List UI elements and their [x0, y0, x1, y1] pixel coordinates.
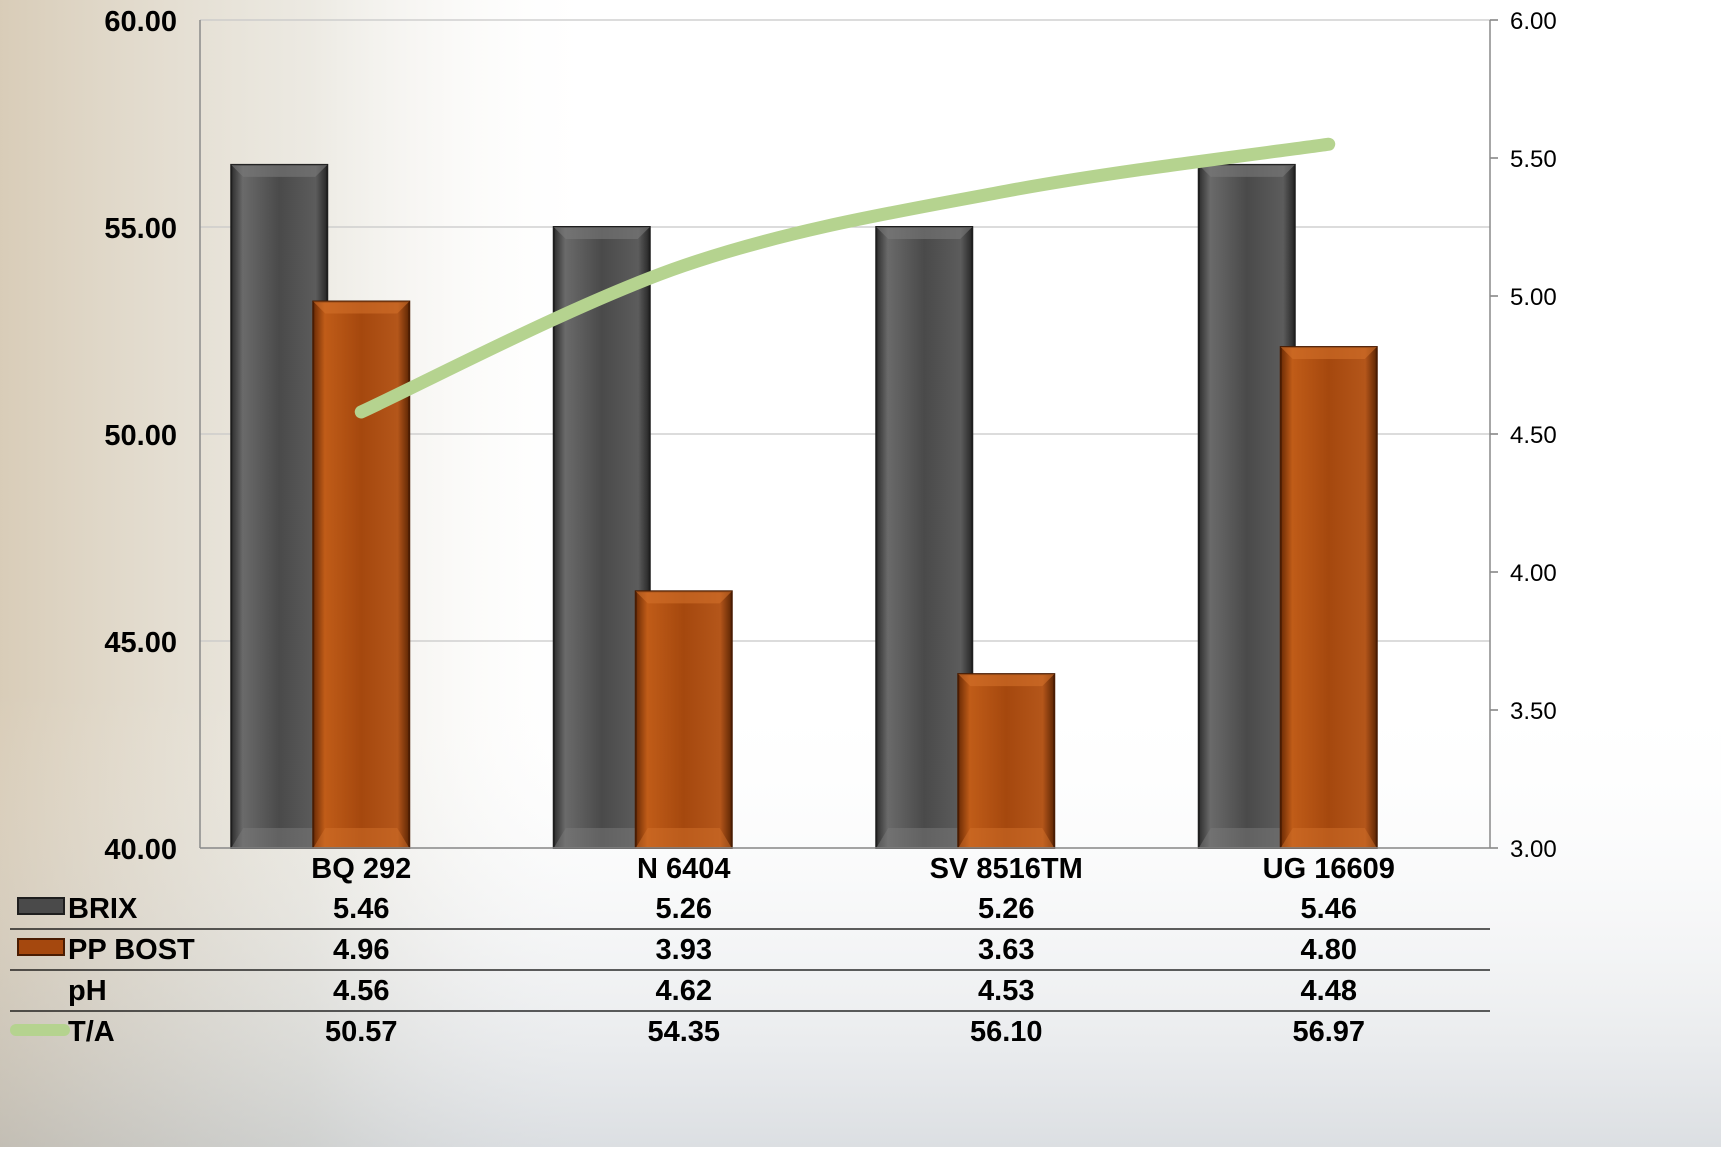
bar-bevel-top: [876, 227, 973, 239]
table-cell: 54.35: [647, 1016, 720, 1048]
bar-bevel-top: [958, 674, 1055, 687]
bar-bevel-bottom: [876, 828, 973, 848]
table-cell: 5.46: [333, 893, 389, 925]
bar-pp-bost: [1279, 346, 1378, 849]
y-right-tick-label: 4.00: [1510, 560, 1557, 587]
x-tick-label: SV 8516TM: [930, 853, 1083, 885]
bar-pp-bost: [312, 300, 411, 849]
table-cell: 5.26: [656, 893, 712, 925]
table-row-label: BRIX: [68, 893, 138, 925]
bar-brix: [1197, 163, 1296, 849]
bar-bevel-bottom: [553, 828, 650, 848]
table-cell: 56.97: [1292, 1016, 1365, 1048]
table-cell: 3.63: [978, 934, 1034, 966]
x-tick-label: UG 16609: [1263, 853, 1395, 885]
table-cell: 4.96: [333, 934, 389, 966]
table-cell: 5.46: [1301, 893, 1357, 925]
legend-key-brix: [17, 897, 65, 915]
bar-bevel-top: [313, 301, 410, 314]
x-tick-label: N 6404: [637, 853, 731, 885]
series-line-ta: [354, 137, 1336, 419]
table-cell: 4.48: [1301, 975, 1357, 1007]
y-right-tick-label: 6.00: [1510, 8, 1557, 35]
bar-pp-bost: [957, 673, 1056, 849]
bar-bevel-bottom: [1198, 828, 1295, 848]
table-row-label: pH: [68, 975, 107, 1007]
bar-brix: [230, 163, 329, 849]
y-left-tick-label: 60.00: [104, 6, 177, 38]
table-cell: 4.80: [1301, 934, 1357, 966]
table-cell: 4.53: [978, 975, 1034, 1007]
y-right-tick-label: 5.50: [1510, 146, 1557, 173]
bar-bevel-top: [1198, 164, 1295, 177]
bar-bevel-bottom: [313, 828, 410, 848]
y-right-tick-label: 5.00: [1510, 284, 1557, 311]
bar-bevel-top: [553, 227, 650, 239]
bar-bevel-bottom: [1280, 828, 1377, 848]
table-cell: 50.57: [325, 1016, 398, 1048]
bar-bevel-bottom: [231, 828, 328, 848]
y-left-tick-label: 40.00: [104, 834, 177, 866]
table-cell: 4.62: [656, 975, 712, 1007]
y-left-tick-label: 55.00: [104, 213, 177, 245]
table-row-label: PP BOST: [68, 934, 195, 966]
y-left-tick-label: 45.00: [104, 627, 177, 659]
y-right-tick-label: 3.00: [1510, 836, 1557, 863]
bar-bevel-top: [1280, 347, 1377, 360]
table-cell: 56.10: [970, 1016, 1043, 1048]
bar-bevel-top: [231, 164, 328, 177]
bar-brix: [552, 226, 651, 849]
bar-bevel-bottom: [635, 828, 732, 848]
table-cell: 3.93: [656, 934, 712, 966]
y-right-tick-label: 4.50: [1510, 422, 1557, 449]
bar-bevel-bottom: [958, 828, 1055, 848]
table-row-label: T/A: [68, 1016, 115, 1048]
y-right-tick-label: 3.50: [1510, 698, 1557, 725]
bar-bevel-top: [635, 591, 732, 604]
bar-brix: [875, 226, 974, 849]
table-cell: 5.26: [978, 893, 1034, 925]
y-left-tick-label: 50.00: [104, 420, 177, 452]
bar-pp-bost: [634, 590, 733, 849]
legend-key-pp-bost: [17, 938, 65, 956]
table-cell: 4.56: [333, 975, 389, 1007]
x-tick-label: BQ 292: [311, 853, 411, 885]
